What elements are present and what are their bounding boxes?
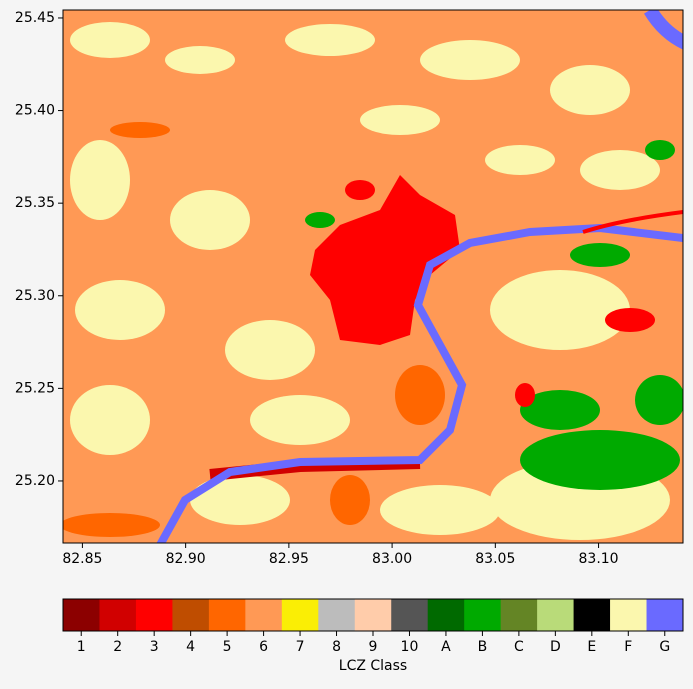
colorbar-tick-label: 1: [77, 639, 86, 655]
colorbar-cell: [245, 599, 283, 631]
colorbar-cell: [464, 599, 502, 631]
x-tick-label: 82.95: [269, 551, 309, 567]
y-tick-label: 25.20: [15, 473, 55, 489]
colorbar-cell: [573, 599, 611, 631]
colorbar-cell: [537, 599, 575, 631]
colorbar-tick-label: 6: [259, 639, 268, 655]
y-tick-label: 25.25: [15, 380, 55, 396]
y-tick-label: 25.45: [15, 10, 55, 26]
colorbar-cell: [318, 599, 356, 631]
y-tick-label: 25.35: [15, 195, 55, 211]
colorbar-tick-label: 4: [186, 639, 195, 655]
colorbar-cell: [354, 599, 392, 631]
colorbar-tick-label: A: [441, 639, 451, 655]
colorbar-cell: [281, 599, 319, 631]
y-tick-label: 25.40: [15, 103, 55, 119]
colorbar-tick-label: E: [587, 639, 596, 655]
colorbar-cell: [208, 599, 246, 631]
colorbar-label: LCZ Class: [339, 658, 407, 674]
x-tick-label: 82.90: [166, 551, 206, 567]
colorbar-tick-label: 10: [401, 639, 419, 655]
colorbar-cell: [99, 599, 137, 631]
colorbar-tick-label: 3: [150, 639, 159, 655]
colorbar-cell: [63, 599, 100, 631]
x-tick-label: 82.85: [62, 551, 102, 567]
colorbar-tick-label: 7: [296, 639, 305, 655]
colorbar-tick-label: D: [550, 639, 561, 655]
colorbar-cell: [391, 599, 429, 631]
x-tick-label: 83.05: [475, 551, 515, 567]
raster-map: [63, 10, 683, 543]
colorbar-tick-label: G: [659, 639, 670, 655]
colorbar-tick-label: B: [478, 639, 488, 655]
colorbar-cell: [172, 599, 210, 631]
x-tick-label: 83.00: [372, 551, 412, 567]
colorbar-frame: [62, 598, 684, 632]
colorbar-tick-label: 9: [369, 639, 378, 655]
colorbar-cell: [610, 599, 648, 631]
colorbar-cell: [135, 599, 173, 631]
colorbar-tick-label: 2: [113, 639, 122, 655]
colorbar-tick-label: 8: [332, 639, 341, 655]
colorbar-cell: [646, 599, 684, 631]
colorbar-tick-label: C: [514, 639, 524, 655]
colorbar-tick-label: 5: [223, 639, 232, 655]
x-tick-label: 83.10: [579, 551, 619, 567]
colorbar-tick-label: F: [624, 639, 632, 655]
colorbar-cell: [500, 599, 538, 631]
colorbar-cell: [427, 599, 465, 631]
axes-frame: [62, 9, 684, 544]
y-tick-label: 25.30: [15, 288, 55, 304]
